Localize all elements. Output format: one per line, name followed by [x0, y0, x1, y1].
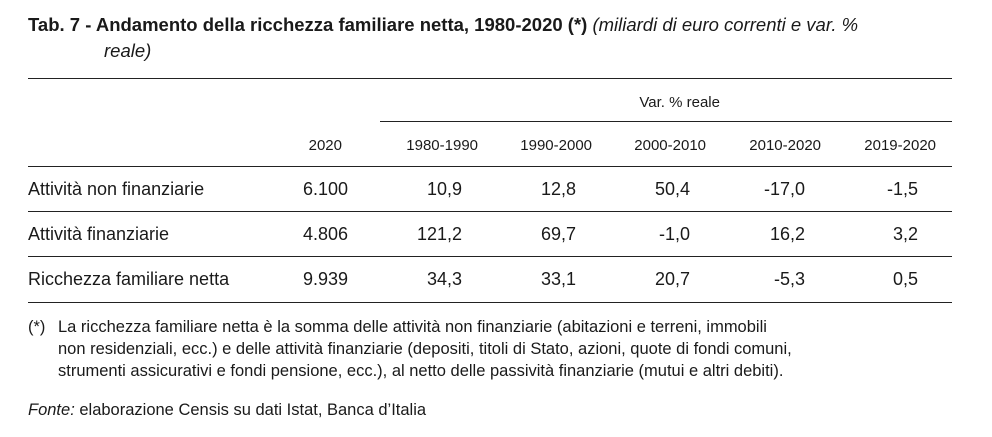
footnote-mark: (*)	[28, 318, 46, 336]
cell-1980-1990: 10,9	[426, 179, 462, 199]
row-rule	[28, 211, 952, 212]
col-header-2019-2020: 2019-2020	[864, 137, 936, 154]
cell-1990-2000: 12,8	[540, 179, 576, 199]
footnote-line: non residenziali, ecc.) e delle attività…	[58, 340, 792, 358]
row-label: Attività finanziarie	[28, 224, 170, 244]
cell-2019-2020: -1,5	[886, 179, 918, 199]
cell-2019-2020: 0,5	[892, 269, 918, 289]
group-header-rule	[380, 121, 952, 122]
col-header-1980-1990: 1980-1990	[406, 137, 478, 154]
cell-2020: 9.939	[302, 269, 348, 289]
footnote: (*) La ricchezza familiare netta è la so…	[28, 316, 958, 382]
cell-1980-1990: 121,2	[416, 224, 462, 244]
cell-2000-2010: 20,7	[654, 269, 690, 289]
group-header: Var. % reale	[639, 94, 720, 111]
footnote-line: La ricchezza familiare netta è la somma …	[58, 318, 767, 336]
table-title-unit-cont: reale)	[104, 40, 152, 61]
source-note: Fonte: elaborazione Censis su dati Istat…	[28, 401, 426, 420]
cell-2010-2020: -17,0	[763, 179, 805, 199]
cell-2000-2010: -1,0	[658, 224, 690, 244]
row-label: Ricchezza familiare netta	[28, 269, 230, 289]
footnote-line: strumenti assicurativi e fondi pensione,…	[58, 362, 784, 380]
header-rule	[28, 166, 952, 167]
cell-1990-2000: 69,7	[540, 224, 576, 244]
row-rule	[28, 256, 952, 257]
source-label: Fonte:	[28, 401, 75, 419]
top-rule	[28, 78, 952, 79]
bottom-rule	[28, 302, 952, 303]
cell-2020: 6.100	[302, 179, 348, 199]
col-header-2010-2020: 2010-2020	[749, 137, 821, 154]
col-header-2020: 2020	[308, 137, 342, 154]
row-label: Attività non finanziarie	[28, 179, 205, 199]
col-header-1990-2000: 1990-2000	[520, 137, 592, 154]
cell-2010-2020: -5,3	[773, 269, 805, 289]
cell-2019-2020: 3,2	[892, 224, 918, 244]
col-header-2000-2010: 2000-2010	[634, 137, 706, 154]
source-text: elaborazione Censis su dati Istat, Banca…	[74, 401, 427, 419]
table-title: Tab. 7 - Andamento della ricchezza famil…	[28, 12, 968, 64]
cell-2010-2020: 16,2	[769, 224, 805, 244]
cell-2020: 4.806	[302, 224, 348, 244]
cell-1980-1990: 34,3	[426, 269, 462, 289]
table-title-main: Tab. 7 - Andamento della ricchezza famil…	[28, 14, 588, 35]
table-title-unit: (miliardi di euro correnti e var. %	[592, 14, 859, 35]
cell-2000-2010: 50,4	[654, 179, 690, 199]
cell-1990-2000: 33,1	[540, 269, 576, 289]
